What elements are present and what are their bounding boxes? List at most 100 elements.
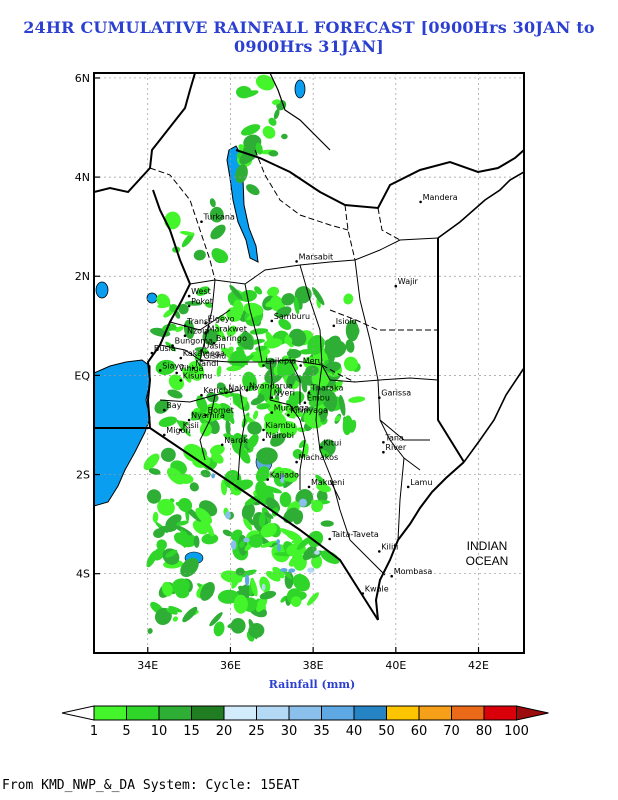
rain-cell: [166, 608, 178, 615]
rain-cell: [255, 345, 267, 352]
rain-cell: [240, 584, 251, 597]
rain-cell: [165, 341, 176, 352]
rain-cell: [279, 492, 292, 508]
lake-small-west-2: [146, 292, 158, 304]
place-label: Bomet: [208, 406, 234, 415]
rain-cell: [191, 410, 200, 421]
legend-swatch: [191, 705, 225, 721]
place-marker: [187, 304, 191, 308]
x-tick-label: 40E: [385, 659, 406, 672]
place-label: Kiambu: [266, 421, 296, 430]
rain-cell: [284, 336, 293, 345]
rain-cell: [275, 306, 292, 318]
x-tick-label: 38E: [303, 659, 324, 672]
place-marker: [262, 438, 265, 442]
rain-cell: [272, 99, 281, 105]
place-label: Machakos: [299, 453, 339, 462]
rain-cell: [216, 365, 222, 377]
place-marker: [266, 478, 270, 481]
place-label: Makueni: [311, 478, 344, 487]
rain-cell: [192, 519, 209, 535]
rain-cell: [288, 328, 307, 347]
map-frame: [93, 72, 525, 654]
rain-cell: [276, 367, 287, 377]
rain-cell: [288, 555, 300, 567]
rain-cell: [227, 346, 234, 353]
place-marker: [179, 356, 183, 360]
rain-cell: [256, 447, 278, 465]
rain-cell: [258, 512, 266, 528]
place-label: Nzoia: [187, 327, 209, 336]
rain-cell: [154, 399, 170, 414]
rain-cell-heavy: [276, 543, 281, 552]
rain-cell: [242, 371, 257, 392]
place-label: Samburu: [274, 312, 310, 321]
rain-cell: [209, 198, 216, 208]
rain-cell: [165, 514, 182, 529]
place-marker: [179, 428, 183, 432]
x-tick-label: 36E: [220, 659, 241, 672]
rain-cell: [238, 341, 251, 350]
rain-cell: [156, 539, 168, 551]
rain-cell: [178, 303, 189, 315]
graticule: [94, 73, 524, 653]
rain-cell-heavy: [307, 567, 315, 573]
rain-cell: [256, 403, 271, 410]
rain-cell: [250, 396, 264, 406]
place-marker: [163, 433, 166, 437]
place-marker: [419, 200, 422, 204]
rain-cell: [342, 415, 353, 436]
rain-cell: [259, 590, 277, 600]
kenya-uganda-border: [146, 189, 192, 429]
rain-cell: [211, 248, 229, 263]
place-marker: [361, 592, 365, 595]
rain-cell: [320, 407, 329, 422]
place-label: Embu: [307, 394, 330, 403]
rain-cell-heavy: [225, 511, 231, 519]
rain-cell: [209, 206, 224, 223]
rain-cell: [262, 125, 276, 139]
rain-cell: [293, 374, 313, 386]
rainfall-field: [143, 74, 366, 642]
place-label: Busia: [154, 344, 176, 353]
place-label: Kirinyaga: [290, 406, 328, 415]
rain-cell: [343, 356, 359, 372]
rain-cell: [290, 596, 302, 607]
rain-cell-heavy: [299, 498, 307, 507]
rain-cell: [143, 453, 160, 471]
kenya-ethiopia-border: [235, 149, 524, 210]
rain-cell: [316, 489, 328, 503]
rain-cell: [292, 365, 299, 371]
rain-cell: [199, 422, 212, 437]
place-label: Kericho: [204, 386, 234, 395]
ethiopia-internal-border: [269, 73, 331, 151]
rain-cell: [216, 382, 227, 391]
place-marker: [175, 371, 178, 375]
rain-cell: [268, 150, 279, 157]
rain-cell: [222, 529, 233, 537]
footer-source: From KMD_NWP_&_DA System: Cycle: 15EAT: [2, 778, 300, 793]
rain-cell: [244, 495, 261, 506]
place-label: Isiolo: [336, 317, 357, 326]
place-label: Elgeyo: [208, 314, 235, 323]
place-label: Baringo: [216, 334, 247, 343]
rain-cell: [256, 596, 268, 612]
place-label: Narok: [224, 436, 248, 445]
rain-cell: [283, 507, 299, 524]
rain-cell: [167, 389, 183, 399]
rain-cell: [293, 296, 300, 315]
rain-cell: [281, 293, 295, 306]
place-marker: [270, 396, 274, 400]
place-label: Kisii: [183, 421, 199, 430]
legend-label: 70: [443, 724, 460, 739]
rain-cell: [260, 540, 278, 548]
legend-swatch: [256, 705, 290, 721]
rain-cell: [261, 485, 282, 494]
rain-cell: [166, 467, 185, 485]
rain-cell: [201, 533, 219, 545]
rain-cell: [195, 507, 213, 525]
place-marker: [187, 294, 191, 298]
kenya-somalia-border: [437, 238, 465, 463]
ethiopia-somalia-border: [437, 171, 524, 239]
place-marker: [183, 324, 187, 328]
